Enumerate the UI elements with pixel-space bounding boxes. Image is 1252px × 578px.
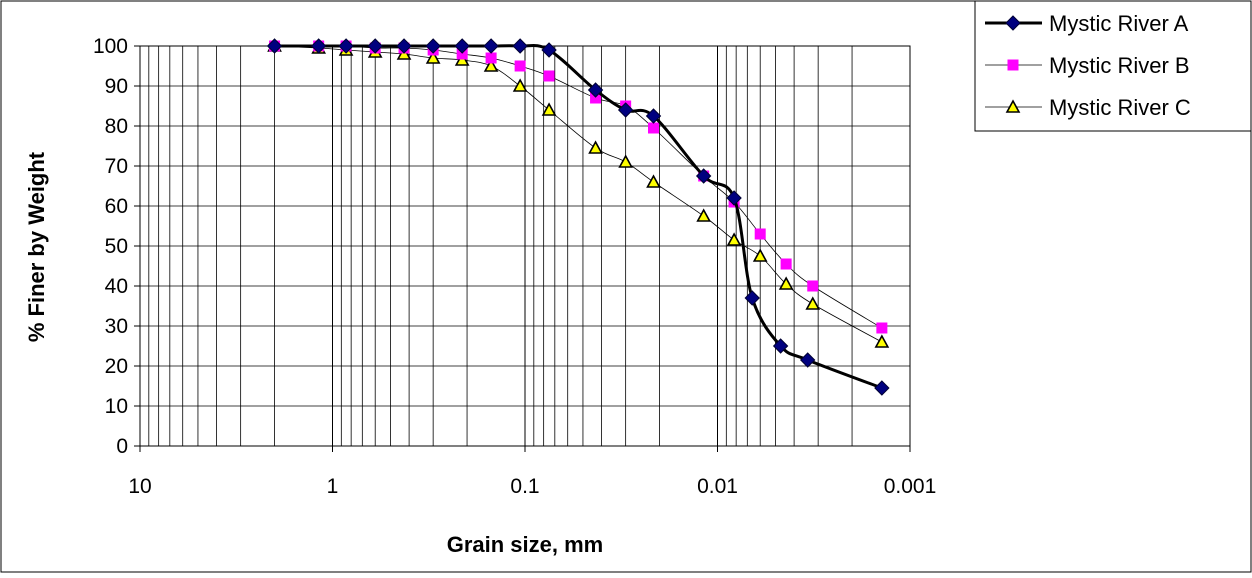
data-point <box>618 154 634 168</box>
data-point <box>310 38 327 54</box>
y-tick-label: 100 <box>93 35 128 58</box>
y-tick-label: 30 <box>105 315 128 338</box>
y-tick-label: 10 <box>105 395 128 418</box>
legend-entry: Mystic River A <box>985 11 1189 36</box>
data-point <box>645 108 662 124</box>
legend-entry: Mystic River C <box>985 95 1191 120</box>
data-point <box>617 102 634 118</box>
legend-marker <box>1007 59 1019 71</box>
y-tick-label: 90 <box>105 75 128 98</box>
data-point <box>805 296 821 310</box>
data-point <box>588 140 603 154</box>
legend-label: Mystic River C <box>1049 95 1191 120</box>
data-point <box>874 334 890 348</box>
data-point <box>266 38 283 54</box>
data-point <box>695 168 712 184</box>
y-tick-label: 70 <box>105 155 128 178</box>
data-point <box>541 42 557 58</box>
x-tick-label: 1 <box>327 475 339 498</box>
y-tick-label: 60 <box>105 195 128 218</box>
data-point <box>483 38 499 54</box>
legend: Mystic River A Mystic River B Mystic River… <box>974 0 1252 132</box>
data-point <box>485 52 497 64</box>
y-tick-label: 80 <box>105 115 128 138</box>
data-point <box>338 38 354 54</box>
legend-label: Mystic River A <box>1049 11 1189 36</box>
y-tick-label: 40 <box>105 275 128 298</box>
data-point <box>587 82 604 98</box>
series-group <box>266 38 890 396</box>
data-point <box>799 352 816 368</box>
data-point <box>425 50 441 64</box>
y-tick-label: 50 <box>105 235 128 258</box>
data-point <box>752 248 768 262</box>
data-point <box>396 38 412 54</box>
y-tick-label: 0 <box>116 435 128 458</box>
data-point <box>874 380 890 396</box>
data-point <box>772 338 789 354</box>
data-point <box>514 60 526 72</box>
data-point <box>754 228 766 240</box>
x-axis-label: Grain size, mm <box>447 532 604 557</box>
data-point <box>778 276 794 290</box>
data-point <box>512 38 528 54</box>
x-tick-label: 0.1 <box>510 475 539 498</box>
y-axis-label: % Finer by Weight <box>24 151 49 342</box>
legend-marker <box>1005 99 1021 113</box>
data-point <box>456 48 468 60</box>
data-point <box>454 38 470 54</box>
data-point <box>807 280 819 292</box>
legend-entry: Mystic River B <box>985 53 1190 78</box>
data-point <box>646 174 661 188</box>
data-point <box>876 322 888 334</box>
x-tick-label: 10 <box>128 475 151 498</box>
data-point <box>726 190 742 206</box>
data-point <box>425 38 441 54</box>
series-a <box>266 38 890 396</box>
data-point <box>483 58 499 72</box>
data-point <box>780 258 792 270</box>
data-point <box>367 38 383 54</box>
data-point <box>744 290 760 306</box>
data-point <box>696 208 712 222</box>
data-point <box>512 78 528 92</box>
x-tick-label: 0.001 <box>884 475 937 498</box>
y-tick-label: 20 <box>105 355 128 378</box>
x-tick-label: 0.01 <box>697 475 738 498</box>
data-point <box>648 122 660 134</box>
data-point <box>541 102 557 116</box>
data-point <box>590 92 602 104</box>
data-point <box>543 70 555 82</box>
legend-label: Mystic River B <box>1049 53 1190 78</box>
legend-marker <box>1005 15 1021 31</box>
data-point <box>726 232 742 246</box>
